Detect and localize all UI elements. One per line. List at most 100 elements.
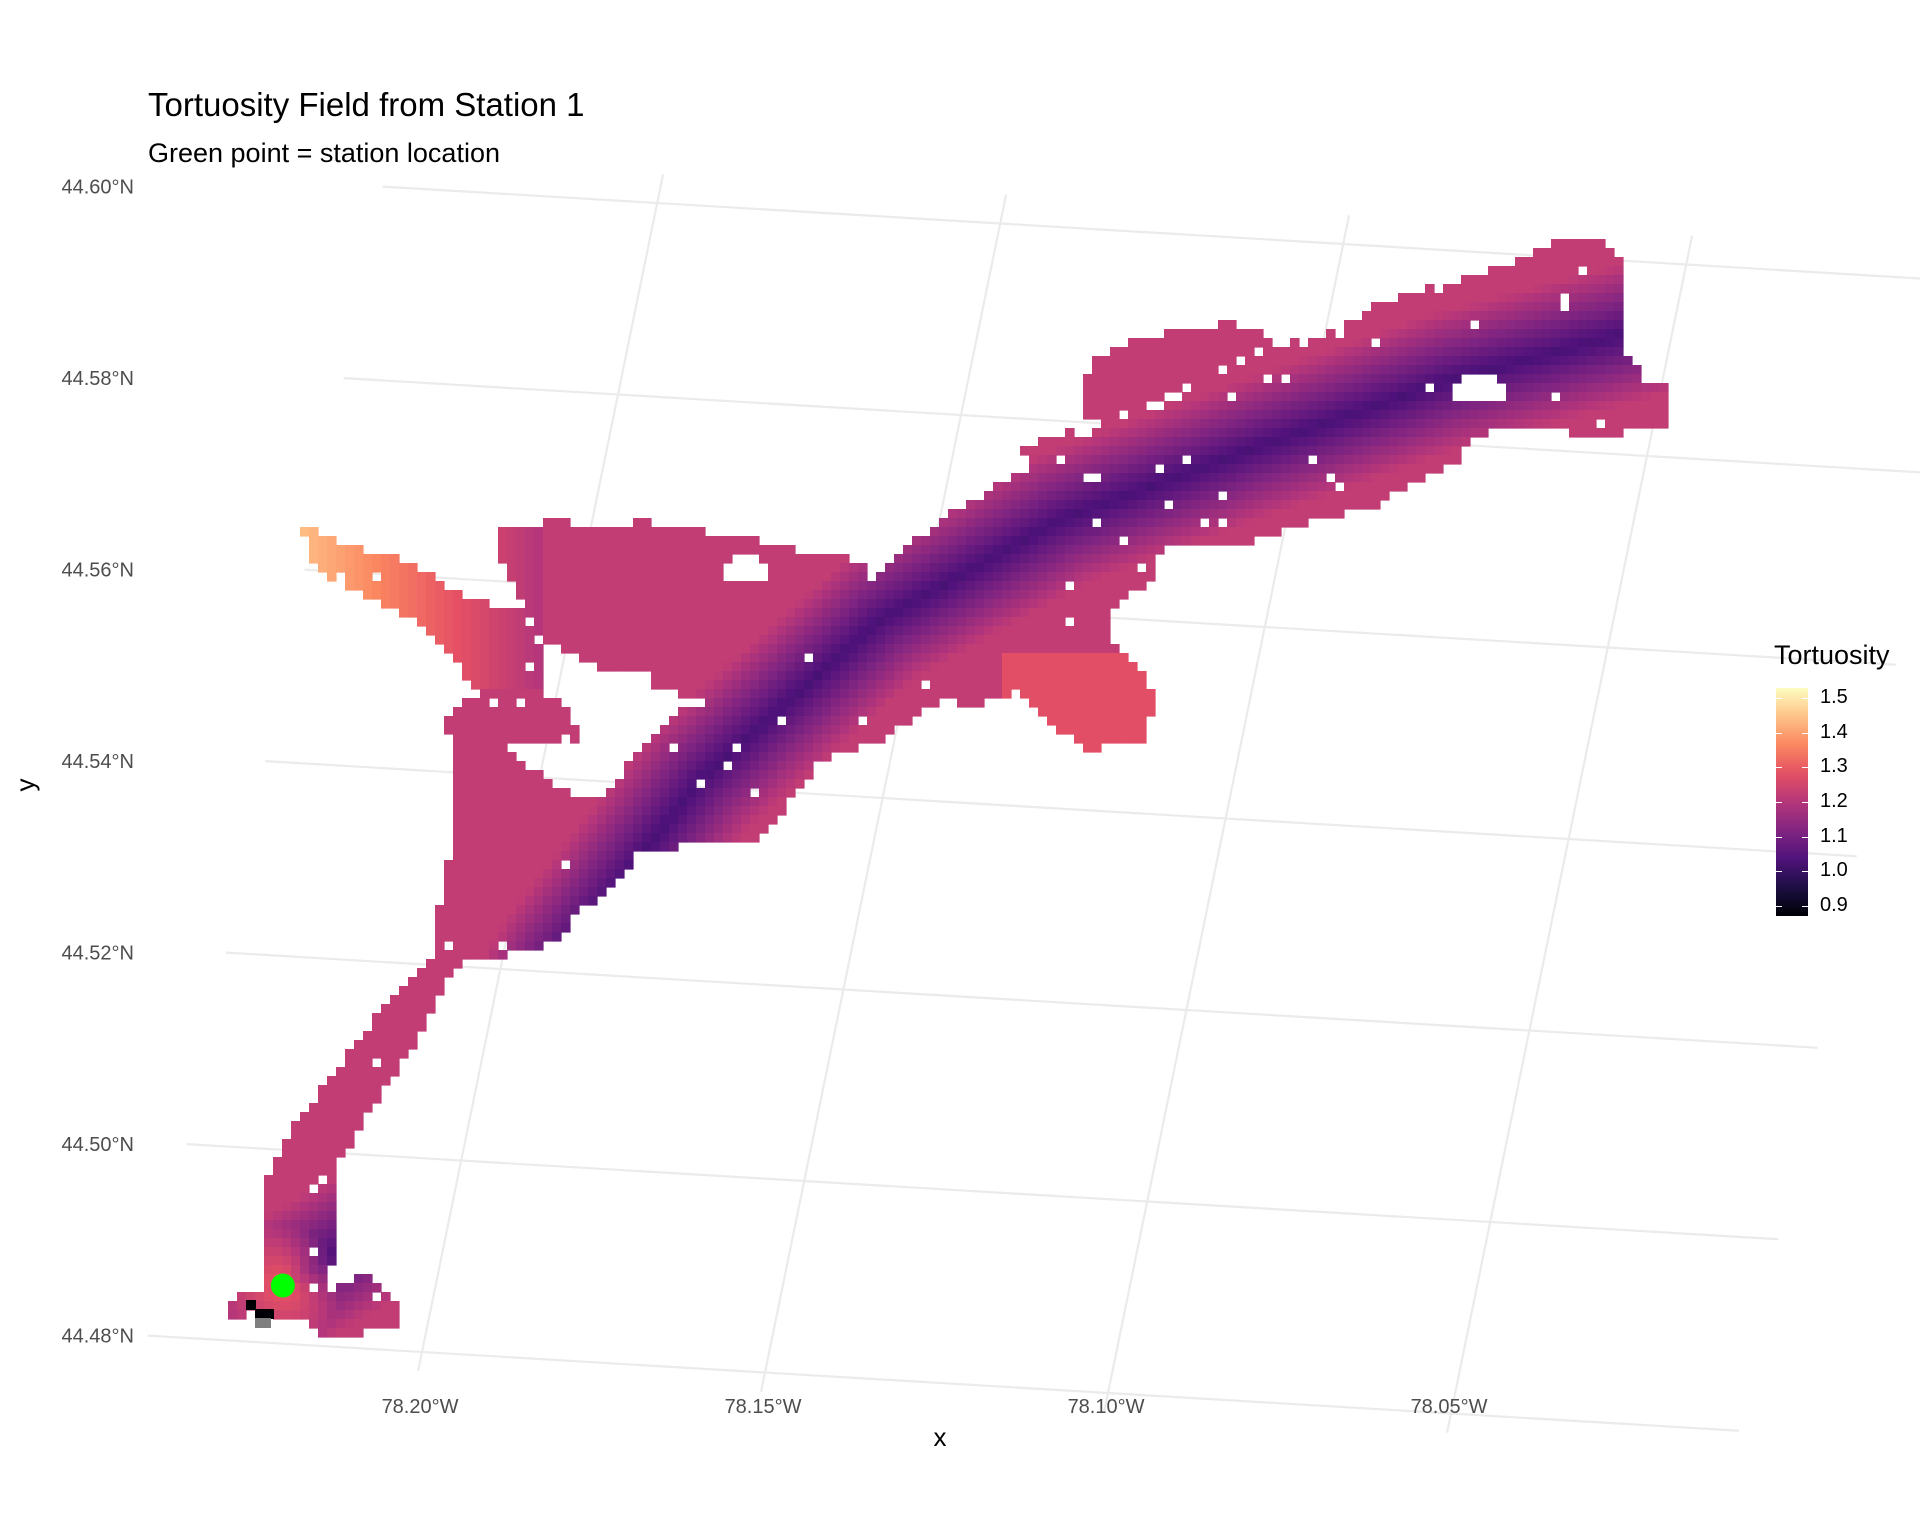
- field-cell: [291, 1148, 301, 1158]
- field-cell: [444, 626, 454, 636]
- field-cell: [876, 572, 886, 582]
- field-cell: [1389, 428, 1399, 438]
- field-cell: [1479, 311, 1489, 321]
- field-cell: [1335, 383, 1345, 393]
- field-cell: [1137, 707, 1147, 717]
- field-cell: [894, 662, 904, 672]
- field-cell: [651, 527, 661, 537]
- field-cell: [1353, 482, 1363, 492]
- field-cell: [732, 698, 742, 708]
- y-tick-label: 44.56°N: [62, 560, 135, 582]
- field-cell: [1605, 401, 1615, 411]
- field-cell: [1398, 365, 1408, 375]
- field-cell: [1506, 293, 1516, 303]
- field-cell: [237, 1292, 247, 1302]
- field-cell: [885, 716, 895, 726]
- field-cell: [1407, 293, 1417, 303]
- field-cell: [840, 581, 850, 591]
- field-cell: [534, 716, 544, 726]
- field-cell: [1083, 734, 1093, 744]
- field-cell: [948, 554, 958, 564]
- field-cell: [1074, 554, 1084, 564]
- field-cell: [372, 590, 382, 600]
- field-cell: [1065, 473, 1075, 483]
- field-cell: [912, 590, 922, 600]
- field-cell: [1335, 338, 1345, 348]
- field-cell: [1353, 320, 1363, 330]
- field-cell: [1452, 293, 1462, 303]
- field-cell: [867, 590, 877, 600]
- field-cell: [1299, 446, 1309, 456]
- field-cell: [336, 1067, 346, 1077]
- field-cell: [1011, 590, 1021, 600]
- field-cell: [1353, 365, 1363, 375]
- field-cell: [498, 734, 508, 744]
- field-cell: [399, 581, 409, 591]
- field-cell: [678, 833, 688, 843]
- field-cell: [651, 833, 661, 843]
- field-cell: [336, 1310, 346, 1320]
- field-cell: [615, 572, 625, 582]
- field-cell: [1065, 608, 1075, 618]
- field-cell: [876, 617, 886, 627]
- field-cell: [534, 905, 544, 915]
- field-cell: [1632, 419, 1642, 429]
- field-cell: [1299, 392, 1309, 402]
- field-cell: [435, 617, 445, 627]
- field-cell: [399, 1004, 409, 1014]
- field-cell: [849, 581, 859, 591]
- field-cell: [471, 599, 481, 609]
- field-cell: [1047, 590, 1057, 600]
- field-cell: [804, 617, 814, 627]
- field-cell: [1155, 383, 1165, 393]
- field-cell: [417, 617, 427, 627]
- field-cell: [1173, 374, 1183, 384]
- field-cell: [1011, 482, 1021, 492]
- field-cell: [516, 860, 526, 870]
- field-cell: [588, 869, 598, 879]
- field-cell: [1614, 419, 1624, 429]
- field-cell: [1056, 698, 1066, 708]
- field-cell: [1524, 401, 1534, 411]
- field-cell: [1029, 689, 1039, 699]
- field-cell: [669, 842, 679, 852]
- field-cell: [1398, 437, 1408, 447]
- field-cell: [1164, 329, 1174, 339]
- field-cell: [777, 743, 787, 753]
- field-cell: [1245, 500, 1255, 510]
- field-cell: [489, 878, 499, 888]
- field-cell: [1443, 401, 1453, 411]
- field-cell: [570, 599, 580, 609]
- field-cell: [300, 1166, 310, 1176]
- field-cell: [1299, 455, 1309, 465]
- field-cell: [696, 833, 706, 843]
- field-cell: [1155, 509, 1165, 519]
- field-cell: [1092, 536, 1102, 546]
- field-cell: [1362, 356, 1372, 366]
- field-cell: [1605, 347, 1615, 357]
- field-cell: [1038, 509, 1048, 519]
- field-cell: [1659, 392, 1669, 402]
- field-cell: [858, 689, 868, 699]
- field-cell: [714, 536, 724, 546]
- field-cell: [750, 752, 760, 762]
- field-cell: [489, 851, 499, 861]
- field-cell: [750, 725, 760, 735]
- field-cell: [1317, 347, 1327, 357]
- field-cell: [606, 869, 616, 879]
- field-cell: [651, 662, 661, 672]
- field-cell: [1038, 653, 1048, 663]
- field-cell: [705, 734, 715, 744]
- field-cell: [660, 734, 670, 744]
- field-cell: [1614, 410, 1624, 420]
- field-cell: [1569, 284, 1579, 294]
- field-cell: [1308, 410, 1318, 420]
- grid: [147, 174, 1920, 1433]
- field-cell: [903, 626, 913, 636]
- field-cell: [1083, 446, 1093, 456]
- field-cell: [1101, 689, 1111, 699]
- field-cell: [1443, 455, 1453, 465]
- field-cell: [570, 581, 580, 591]
- field-cell: [552, 734, 562, 744]
- field-cell: [1155, 545, 1165, 555]
